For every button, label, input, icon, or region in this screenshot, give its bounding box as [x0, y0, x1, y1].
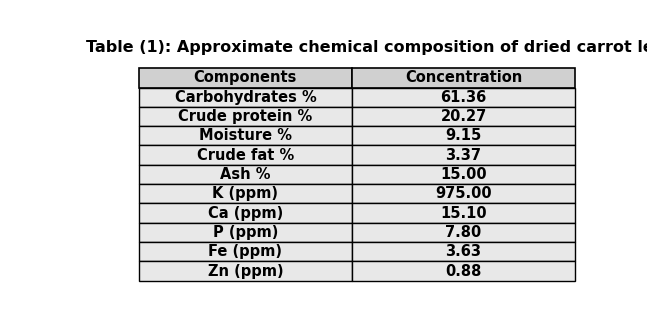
Bar	[353, 242, 575, 261]
Bar	[138, 242, 353, 261]
Text: 9.15: 9.15	[445, 128, 481, 143]
Text: Table (1): Approximate chemical composition of dried carrot leaves:: Table (1): Approximate chemical composit…	[86, 40, 647, 55]
Bar	[138, 126, 353, 145]
Text: Ca (ppm): Ca (ppm)	[208, 206, 283, 221]
Bar	[138, 261, 353, 281]
Text: 15.00: 15.00	[440, 167, 487, 182]
Bar	[138, 68, 353, 88]
Text: Crude protein %: Crude protein %	[179, 109, 313, 124]
Text: Moisture %: Moisture %	[199, 128, 292, 143]
Bar	[138, 107, 353, 126]
Text: P (ppm): P (ppm)	[213, 225, 278, 240]
Bar	[353, 223, 575, 242]
Text: 15.10: 15.10	[440, 206, 487, 221]
Text: Crude fat %: Crude fat %	[197, 148, 294, 163]
Bar	[138, 88, 353, 107]
Bar	[353, 261, 575, 281]
Bar	[353, 68, 575, 88]
Bar	[353, 204, 575, 223]
Bar	[353, 88, 575, 107]
Bar	[353, 145, 575, 165]
Text: 975.00: 975.00	[435, 186, 492, 201]
Text: Fe (ppm): Fe (ppm)	[208, 244, 283, 259]
Bar	[138, 184, 353, 204]
Text: 3.63: 3.63	[446, 244, 481, 259]
Text: 3.37: 3.37	[446, 148, 481, 163]
Bar	[138, 223, 353, 242]
Text: Ash %: Ash %	[220, 167, 270, 182]
Bar	[353, 165, 575, 184]
Text: Zn (ppm): Zn (ppm)	[208, 264, 283, 279]
Bar	[138, 204, 353, 223]
Bar	[353, 184, 575, 204]
Text: Components: Components	[193, 70, 297, 85]
Text: 7.80: 7.80	[445, 225, 481, 240]
Text: 61.36: 61.36	[441, 90, 487, 105]
Bar	[138, 165, 353, 184]
Bar	[353, 107, 575, 126]
Bar	[353, 126, 575, 145]
Text: 0.88: 0.88	[445, 264, 482, 279]
Bar	[138, 145, 353, 165]
Text: K (ppm): K (ppm)	[212, 186, 278, 201]
Text: Carbohydrates %: Carbohydrates %	[175, 90, 316, 105]
Text: 20.27: 20.27	[441, 109, 487, 124]
Text: Concentration: Concentration	[405, 70, 522, 85]
